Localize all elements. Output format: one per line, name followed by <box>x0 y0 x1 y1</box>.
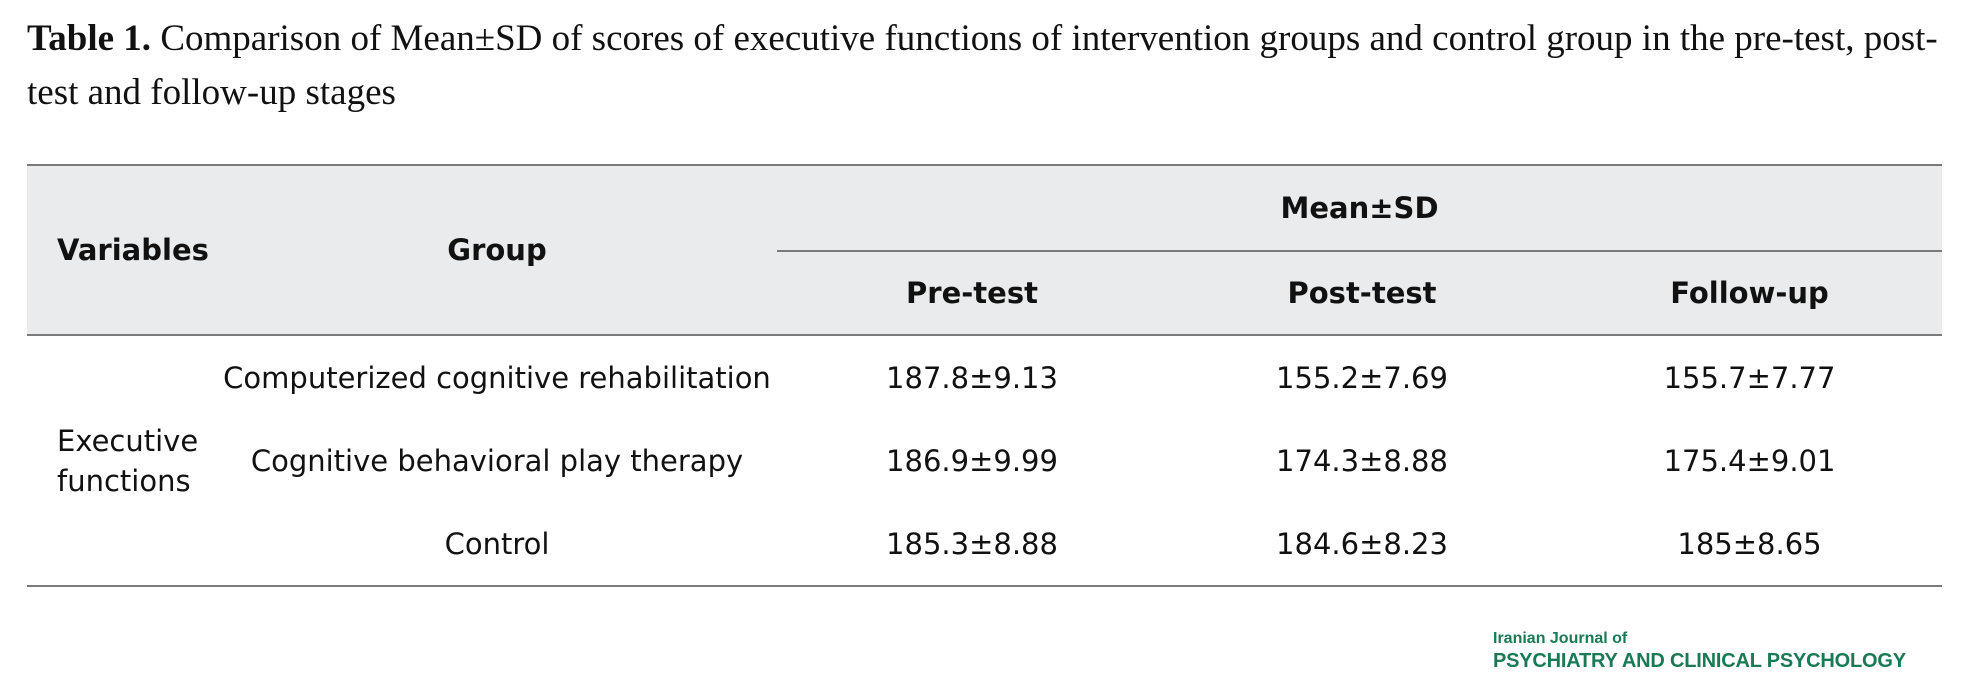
group-cell: Control <box>444 526 550 561</box>
journal-logo: Iranian Journal of PSYCHIATRY AND CLINIC… <box>1493 630 1942 674</box>
header-mean-sd: Mean±SD <box>777 165 1943 252</box>
table-row: Executive functions Computerized cogniti… <box>27 335 1942 498</box>
variable-label: Executive functions <box>57 423 199 498</box>
caption-lead: Table 1. <box>27 18 152 59</box>
pre-test-cell: 186.9±9.99 <box>886 443 1058 478</box>
follow-up-cell: 155.7±7.77 <box>1663 360 1836 395</box>
group-cell: Computerized cognitive rehabilitation <box>223 360 771 395</box>
header-follow-up: Follow-up <box>1670 276 1829 310</box>
table-row: Control 185.3±8.88 184.6±8.23 185±8.65 <box>27 502 1942 586</box>
pre-test-cell: 187.8±9.13 <box>886 360 1058 395</box>
header-post-test: Post-test <box>1287 276 1437 310</box>
post-test-cell: 174.3±8.88 <box>1276 443 1448 478</box>
header-pre-test: Pre-test <box>906 276 1038 310</box>
follow-up-cell: 185±8.65 <box>1677 526 1822 561</box>
journal-name-large: PSYCHIATRY AND CLINICAL PSYCHOLOGY <box>1493 650 1906 672</box>
pre-test-cell: 185.3±8.88 <box>886 526 1058 561</box>
caption-text: Comparison of Mean±SD of scores of execu… <box>27 18 1938 113</box>
post-test-cell: 155.2±7.69 <box>1276 360 1448 395</box>
table-body: Executive functions Computerized cogniti… <box>27 335 1943 586</box>
header-variables: Variables <box>57 233 209 267</box>
table-caption: Table 1. Comparison of Mean±SD of scores… <box>27 12 1942 120</box>
table-row: Cognitive behavioral play therapy 186.9±… <box>27 419 1942 502</box>
table-header: Variables Group Mean±SD Pre-test Post-te… <box>27 165 1943 335</box>
header-group: Group <box>447 233 547 267</box>
data-table: Variables Group Mean±SD Pre-test Post-te… <box>27 164 1943 587</box>
journal-name-small: Iranian Journal of <box>1493 630 1628 647</box>
group-cell: Cognitive behavioral play therapy <box>250 443 744 478</box>
post-test-cell: 184.6±8.23 <box>1276 526 1448 561</box>
follow-up-cell: 175.4±9.01 <box>1663 443 1836 478</box>
